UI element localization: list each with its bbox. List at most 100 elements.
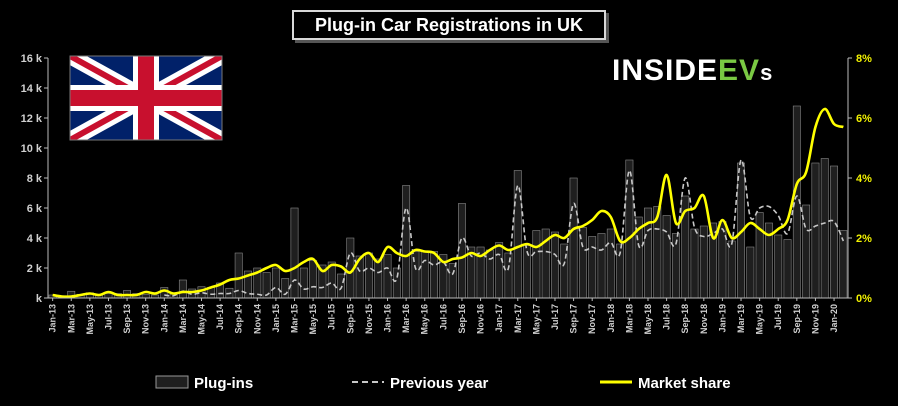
previous-year-series — [164, 159, 845, 297]
x-tick-label: Jan-16 — [383, 304, 393, 333]
left-tick-label: 16 k — [21, 53, 43, 65]
left-tick-label: 10 k — [21, 143, 43, 155]
bar-plug-ins — [504, 252, 513, 299]
x-tick-label: May-17 — [531, 304, 541, 335]
legend-label-market-share: Market share — [638, 375, 731, 392]
legend-label-previous-year: Previous year — [390, 375, 489, 392]
market-share-series — [52, 107, 844, 298]
legend: Plug-ins Previous year Market share — [155, 375, 731, 392]
x-tick-label: Jul-16 — [438, 304, 448, 330]
bar-plug-ins — [532, 230, 541, 299]
right-axis: 0% 2% 4% 6% 8% — [847, 53, 872, 305]
bar-plug-ins — [392, 267, 401, 299]
bar-plug-ins — [597, 233, 606, 299]
brand-logo: INSIDEEVs — [612, 54, 773, 87]
left-tick-label: 6 k — [27, 203, 43, 215]
left-tick-label: 8 k — [27, 173, 43, 185]
x-tick-label: Jul-14 — [215, 304, 225, 330]
bar-plug-ins — [606, 228, 615, 299]
x-tick-label: Nov-17 — [587, 304, 597, 334]
bar-plug-ins — [299, 267, 308, 299]
right-tick-label: 8% — [856, 53, 872, 65]
bar-plug-ins — [420, 251, 429, 299]
x-tick-label: Nov-19 — [810, 304, 820, 334]
bar-plug-ins — [104, 293, 113, 299]
x-tick-label: Nov-16 — [476, 304, 486, 334]
bar-plug-ins — [690, 228, 699, 299]
left-tick-label: k — [36, 293, 43, 305]
x-tick-label: Mar-16 — [401, 304, 411, 333]
x-tick-label: Jan-18 — [606, 304, 616, 333]
bar-plug-ins — [495, 242, 504, 299]
x-tick-label: Jan-14 — [159, 304, 169, 333]
bar-plug-ins — [290, 207, 299, 299]
x-tick-label: Nov-13 — [141, 304, 151, 334]
bar-plug-ins — [560, 243, 569, 299]
x-tick-label: Mar-13 — [66, 304, 76, 333]
bar-plug-ins — [430, 251, 438, 299]
bar-plug-ins — [448, 263, 457, 299]
legend-label-plug-ins: Plug-ins — [194, 375, 253, 392]
x-tick-label: Nov-15 — [364, 304, 374, 334]
bar-plug-ins — [774, 234, 783, 299]
x-tick-label: May-15 — [308, 304, 318, 335]
x-tick-label: Sep-13 — [122, 304, 132, 334]
chart-title-box: Plug-in Car Registrations in UK — [292, 10, 606, 40]
bar-plug-ins — [569, 177, 578, 299]
x-tick-label: Nov-18 — [699, 304, 709, 334]
bar-plug-ins — [820, 158, 829, 299]
bar-plug-ins — [746, 246, 755, 299]
x-tick-label: Sep-16 — [457, 304, 467, 334]
x-tick-label: Jul-18 — [662, 304, 672, 330]
bar-plug-ins — [671, 233, 680, 299]
x-tick-label: Jul-15 — [327, 304, 337, 330]
x-tick-label: Mar-14 — [178, 304, 188, 333]
bar-plug-ins — [374, 258, 383, 299]
x-tick-label: May-18 — [643, 304, 653, 335]
bar-plug-ins — [783, 239, 792, 299]
bar-plug-ins — [337, 273, 345, 299]
x-tick-label: Mar-17 — [513, 304, 523, 333]
x-axis: Jan-13 Mar-13 May-13 Jul-13 Sep-13 Nov-13 Jan-… — [48, 297, 848, 335]
x-tick-label: Sep-19 — [792, 304, 802, 334]
line-market-share — [52, 107, 844, 298]
bar-plug-ins — [383, 254, 392, 299]
right-tick-label: 0% — [856, 293, 872, 305]
uk-flag-icon — [69, 55, 223, 141]
x-tick-label: Mar-19 — [736, 304, 746, 333]
x-tick-label: Jan-15 — [271, 304, 281, 333]
bar-plug-ins — [178, 279, 187, 299]
x-tick-label: Jul-17 — [550, 304, 560, 330]
bars-series — [48, 105, 848, 299]
x-tick-label: Jul-19 — [773, 304, 783, 330]
right-tick-label: 2% — [856, 233, 872, 245]
bar-plug-ins — [458, 203, 466, 299]
x-tick-label: May-14 — [196, 304, 206, 335]
bar-plug-ins — [588, 236, 597, 299]
left-tick-label: 2 k — [27, 263, 43, 275]
x-tick-label: Jan-13 — [48, 304, 58, 333]
bar-plug-ins — [662, 215, 671, 299]
x-tick-label: Jan-19 — [717, 304, 727, 333]
x-tick-label: Jan-17 — [494, 304, 504, 333]
bar-plug-ins — [365, 252, 373, 299]
x-tick-label: May-13 — [85, 304, 95, 335]
x-tick-label: May-16 — [420, 304, 430, 335]
line-previous-year — [164, 159, 845, 297]
left-tick-label: 12 k — [21, 113, 43, 125]
bar-plug-ins — [811, 162, 820, 299]
x-tick-label: Sep-17 — [569, 304, 579, 334]
bar-plug-ins — [271, 267, 280, 299]
right-tick-label: 4% — [856, 173, 872, 185]
bar-plug-ins — [727, 240, 736, 299]
bar-plug-ins — [402, 185, 411, 299]
left-axis: k 2 k 4 k 6 k 8 k 10 k 12 k 14 k 16 k — [21, 53, 49, 305]
x-tick-label: May-19 — [755, 304, 765, 335]
x-tick-label: Mar-18 — [624, 304, 634, 333]
x-tick-label: Sep-18 — [680, 304, 690, 334]
x-tick-label: Jul-13 — [103, 304, 113, 330]
bar-plug-ins — [160, 287, 169, 299]
right-tick-label: 6% — [856, 113, 872, 125]
x-tick-label: Sep-14 — [234, 304, 244, 334]
